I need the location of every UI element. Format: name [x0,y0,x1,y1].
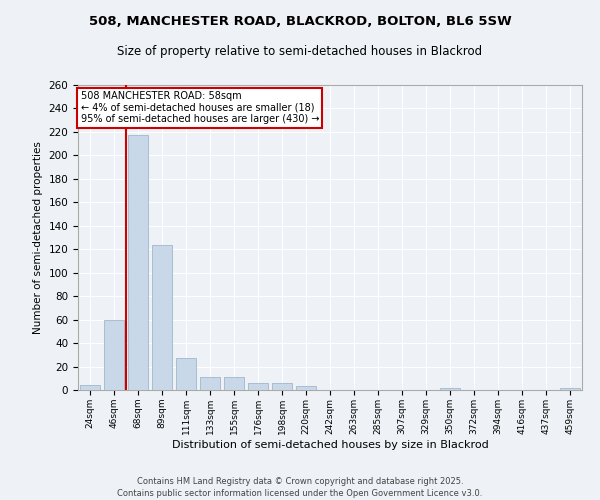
Bar [80,386,100,390]
Bar [200,377,220,390]
Bar [440,388,460,390]
Text: 508, MANCHESTER ROAD, BLACKROD, BOLTON, BL6 5SW: 508, MANCHESTER ROAD, BLACKROD, BOLTON, … [89,15,511,28]
Bar [560,388,580,390]
Bar [296,386,316,390]
X-axis label: Distribution of semi-detached houses by size in Blackrod: Distribution of semi-detached houses by … [172,440,488,450]
Bar [152,244,172,390]
Bar [128,136,148,390]
Text: 508 MANCHESTER ROAD: 58sqm
← 4% of semi-detached houses are smaller (18)
95% of : 508 MANCHESTER ROAD: 58sqm ← 4% of semi-… [80,91,319,124]
Bar [104,320,124,390]
Bar [224,377,244,390]
Bar [176,358,196,390]
Text: Contains HM Land Registry data © Crown copyright and database right 2025.
Contai: Contains HM Land Registry data © Crown c… [118,476,482,498]
Text: Size of property relative to semi-detached houses in Blackrod: Size of property relative to semi-detach… [118,45,482,58]
Bar [248,383,268,390]
Y-axis label: Number of semi-detached properties: Number of semi-detached properties [33,141,43,334]
Bar [272,383,292,390]
